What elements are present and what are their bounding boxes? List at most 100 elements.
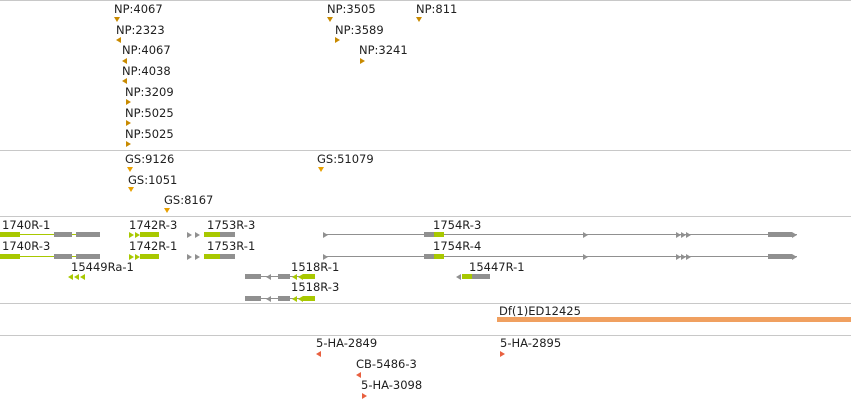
deficiency-label: Df(1)ED12425 xyxy=(499,304,581,318)
insertion-label: NP:3241 xyxy=(359,43,408,57)
exon xyxy=(76,254,100,259)
strand-arrow-icon xyxy=(792,232,797,238)
exon xyxy=(140,254,159,259)
strand-arrow-icon xyxy=(292,296,297,302)
exon xyxy=(245,296,261,301)
insertion-marker-icon xyxy=(327,17,333,22)
exon xyxy=(768,254,792,259)
strand-arrow-icon xyxy=(266,274,271,280)
strand-arrow-icon xyxy=(266,296,271,302)
strand-arrow-icon xyxy=(681,254,686,260)
track-separator xyxy=(0,150,851,151)
strand-arrow-icon xyxy=(681,232,686,238)
strand-arrow-icon xyxy=(676,232,681,238)
intron-line xyxy=(323,234,797,235)
strand-arrow-icon xyxy=(583,232,588,238)
exon xyxy=(434,254,444,259)
insertion-marker-icon xyxy=(126,141,131,147)
strand-arrow-icon xyxy=(792,254,797,260)
strand-arrow-icon xyxy=(187,254,192,260)
strand-arrow-icon xyxy=(187,232,192,238)
insertion-marker-icon xyxy=(318,167,324,172)
insertion-marker-icon xyxy=(500,351,505,357)
insertion-marker-icon xyxy=(316,351,321,357)
exon xyxy=(76,232,100,237)
strand-arrow-icon xyxy=(583,254,588,260)
insertion-label: NP:3589 xyxy=(335,23,384,37)
exon xyxy=(204,232,220,237)
strand-arrow-icon xyxy=(686,254,691,260)
insertion-label: NP:5025 xyxy=(125,127,174,141)
exon xyxy=(54,232,72,237)
insertion-label: GS:8167 xyxy=(164,193,214,207)
insertion-label: NP:811 xyxy=(416,2,458,16)
exon xyxy=(204,254,220,259)
transcript-label: 1754R-4 xyxy=(433,239,482,253)
strand-arrow-icon xyxy=(686,232,691,238)
insertion-label: GS:1051 xyxy=(128,173,178,187)
insertion-marker-icon xyxy=(126,99,131,105)
transcript-label: 1753R-1 xyxy=(207,239,256,253)
strand-arrow-icon xyxy=(68,274,73,280)
strand-arrow-icon xyxy=(129,232,134,238)
intron-line xyxy=(0,256,100,257)
intron-line xyxy=(0,234,100,235)
track-separator xyxy=(0,216,851,217)
transcript-label: 1754R-3 xyxy=(433,218,482,232)
insertion-label: NP:4038 xyxy=(122,64,171,78)
exon xyxy=(303,274,315,279)
exon xyxy=(54,254,72,259)
insertion-label: GS:51079 xyxy=(317,152,374,166)
track-separator xyxy=(0,0,851,1)
strand-arrow-icon xyxy=(292,274,297,280)
strand-arrow-icon xyxy=(195,254,200,260)
strand-arrow-icon xyxy=(676,254,681,260)
exon xyxy=(278,296,290,301)
insertion-marker-icon xyxy=(122,78,127,84)
exon xyxy=(0,254,20,259)
transcript-label: 1740R-3 xyxy=(2,239,51,253)
insertion-label: CB-5486-3 xyxy=(356,357,417,371)
insertion-marker-icon xyxy=(127,167,133,172)
exon xyxy=(220,254,235,259)
transcript-label: 1742R-3 xyxy=(129,218,178,232)
insertion-label: NP:4067 xyxy=(114,2,163,16)
transcript-label: 15447R-1 xyxy=(469,260,525,274)
insertion-marker-icon xyxy=(356,372,361,378)
transcript-label: 1740R-1 xyxy=(2,218,51,232)
strand-arrow-icon xyxy=(323,254,328,260)
exon xyxy=(768,232,792,237)
strand-arrow-icon xyxy=(298,296,303,302)
strand-arrow-icon xyxy=(74,274,79,280)
insertion-marker-icon xyxy=(122,58,127,64)
deficiency-bar xyxy=(497,317,851,322)
exon xyxy=(424,232,434,237)
transcript-label: 1518R-1 xyxy=(291,260,340,274)
exon xyxy=(472,274,490,279)
transcript-label: 15449Ra-1 xyxy=(71,260,134,274)
strand-arrow-icon xyxy=(456,274,461,280)
insertion-label: 5-HA-2895 xyxy=(500,336,562,350)
exon xyxy=(245,274,261,279)
exon xyxy=(140,232,159,237)
exon xyxy=(303,296,315,301)
insertion-label: 5-HA-2849 xyxy=(316,336,378,350)
strand-arrow-icon xyxy=(135,254,140,260)
strand-arrow-icon xyxy=(323,232,328,238)
strand-arrow-icon xyxy=(135,232,140,238)
track-separator xyxy=(0,303,851,304)
insertion-marker-icon xyxy=(360,58,365,64)
strand-arrow-icon xyxy=(298,274,303,280)
insertion-marker-icon xyxy=(335,37,340,43)
insertion-marker-icon xyxy=(164,208,170,213)
strand-arrow-icon xyxy=(129,254,134,260)
exon xyxy=(278,274,290,279)
transcript-label: 1518R-3 xyxy=(291,280,340,294)
insertion-label: NP:4067 xyxy=(122,43,171,57)
insertion-marker-icon xyxy=(116,37,121,43)
exon xyxy=(434,232,444,237)
insertion-marker-icon xyxy=(126,120,131,126)
insertion-label: GS:9126 xyxy=(125,152,175,166)
insertion-label: NP:5025 xyxy=(125,106,174,120)
exon xyxy=(220,232,235,237)
